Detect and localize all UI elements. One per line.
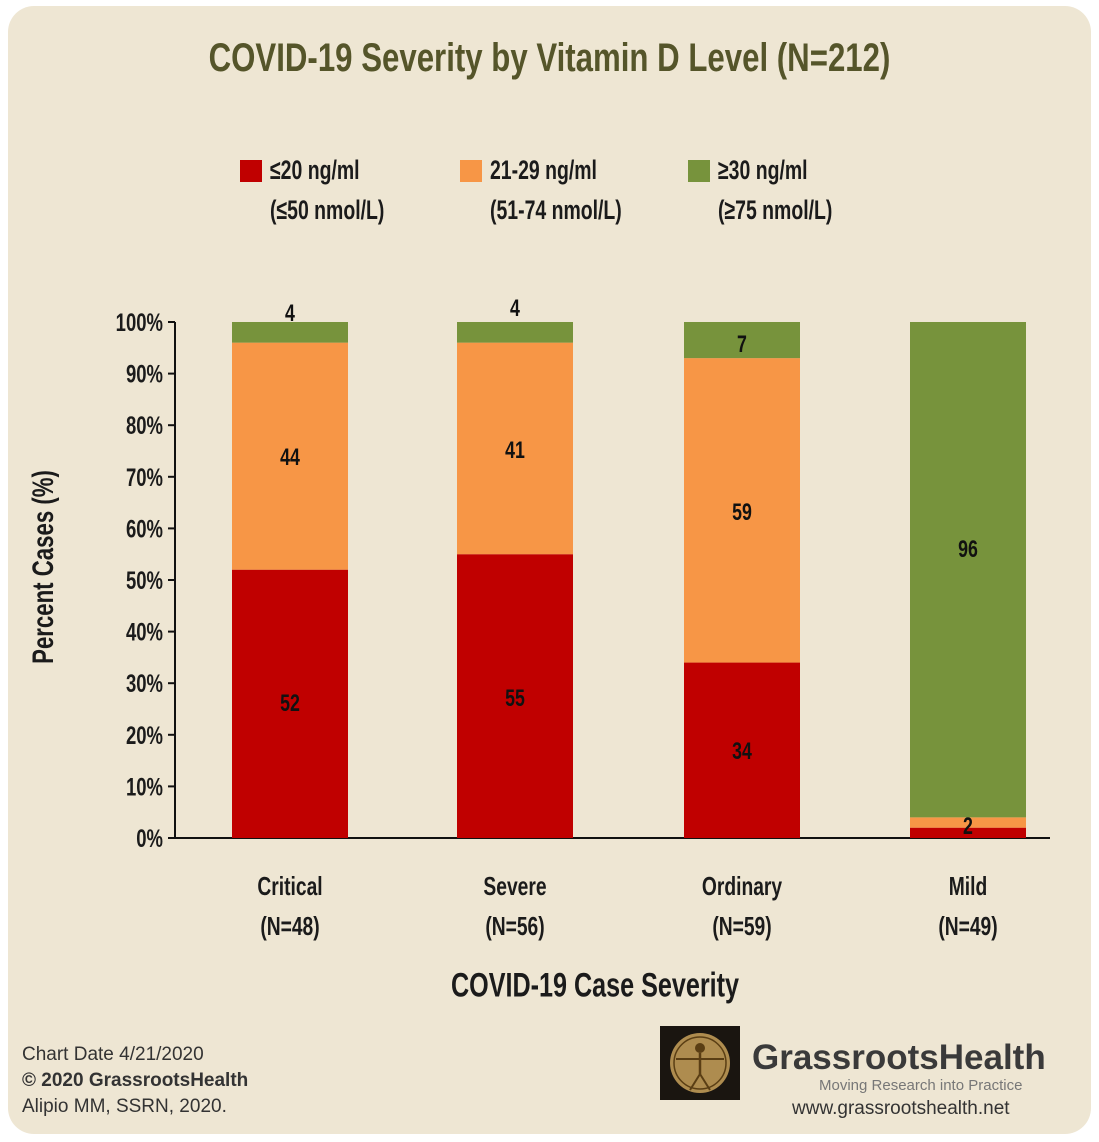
legend-line1-high: ≥30 ng/ml (718, 155, 808, 185)
category-count: (N=48) (260, 911, 320, 941)
legend-label-mid: 21-29 ng/ml (51-74 nmol/L) (490, 150, 622, 230)
category-name: Mild (948, 871, 988, 901)
data-label-severe-low: 55 (505, 686, 525, 712)
y-tick-label: 60% (126, 515, 163, 543)
category-label-ordinary: Ordinary (N=59) (683, 866, 801, 946)
bar-segment-severe-high (457, 322, 573, 343)
brand-name: GrassrootsHealth (752, 1038, 1046, 1077)
bar-segment-critical-mid (232, 342, 348, 570)
data-label-critical-mid: 44 (280, 445, 300, 471)
legend-swatch-high (688, 160, 710, 182)
y-tick-label: 20% (126, 721, 163, 749)
data-label-mild-high: 96 (958, 537, 978, 563)
bar-segment-critical-high (232, 322, 348, 343)
data-label-critical-low: 52 (280, 691, 300, 717)
category-label-severe: Severe (N=56) (456, 866, 574, 946)
legend-line1-low: ≤20 ng/ml (270, 155, 360, 185)
bar-segment-ordinary-mid (684, 358, 800, 663)
category-name: Severe (483, 871, 547, 901)
citation: Alipio MM, SSRN, 2020. (22, 1096, 227, 1117)
data-label-severe-high: 4 (510, 296, 520, 322)
category-label-mild: Mild (N=49) (909, 866, 1027, 946)
y-tick-label: 50% (126, 566, 163, 594)
bar-segment-ordinary-low (684, 662, 800, 838)
legend-label-high: ≥30 ng/ml (≥75 nmol/L) (718, 150, 832, 230)
data-label-severe-mid: 41 (505, 438, 525, 464)
y-tick-label: 70% (126, 463, 163, 491)
y-tick-label: 10% (126, 773, 163, 801)
vitruvian-man-icon (670, 1033, 730, 1093)
bar-segment-severe-mid (457, 342, 573, 555)
y-tick-label: 40% (126, 618, 163, 646)
legend-line1-mid: 21-29 ng/ml (490, 155, 597, 185)
y-tick-label: 100% (116, 308, 163, 336)
data-label-ordinary-high: 7 (737, 332, 747, 358)
legend-line2-low: (≤50 nmol/L) (270, 195, 385, 225)
bar-segment-ordinary-high (684, 322, 800, 359)
website-url: www.grassrootshealth.net (792, 1098, 1010, 1119)
bar-segment-critical-low (232, 569, 348, 838)
y-tick-label: 0% (136, 824, 163, 852)
legend-line2-mid: (51-74 nmol/L) (490, 195, 622, 225)
category-label-critical: Critical (N=48) (231, 866, 349, 946)
footer-credits: Chart Date 4/21/2020 © 2020 GrassrootsHe… (22, 1042, 248, 1120)
category-name: Ordinary (701, 871, 783, 901)
x-axis-title: COVID-19 Case Severity (450, 966, 740, 1005)
bar-segment-mild-mid (910, 817, 1026, 828)
grassroots-logo (660, 1026, 740, 1100)
bar-segment-severe-low (457, 554, 573, 838)
data-label-ordinary-mid: 59 (732, 500, 752, 526)
legend-line2-high: (≥75 nmol/L) (718, 195, 833, 225)
category-name: Critical (257, 871, 323, 901)
category-count: (N=59) (712, 911, 772, 941)
legend-swatch-mid (460, 160, 482, 182)
data-label-critical-high: 4 (285, 301, 295, 327)
copyright: © 2020 GrassrootsHealth (22, 1070, 249, 1091)
data-label-mild-low: 2 (963, 814, 973, 840)
chart-title: COVID-19 Severity by Vitamin D Level (N=… (208, 36, 891, 80)
data-label-ordinary-low: 34 (732, 739, 752, 765)
brand-tagline: Moving Research into Practice (819, 1077, 1023, 1094)
y-tick-label: 30% (126, 669, 163, 697)
bar-segment-mild-low (910, 827, 1026, 838)
chart-date: Chart Date 4/21/2020 (22, 1044, 204, 1065)
category-count: (N=49) (938, 911, 998, 941)
bar-segment-mild-high (910, 322, 1026, 818)
category-count: (N=56) (485, 911, 545, 941)
legend-swatch-low (240, 160, 262, 182)
legend-label-low: ≤20 ng/ml (≤50 nmol/L) (270, 150, 384, 230)
y-tick-label: 80% (126, 411, 163, 439)
y-tick-label: 90% (126, 360, 163, 388)
